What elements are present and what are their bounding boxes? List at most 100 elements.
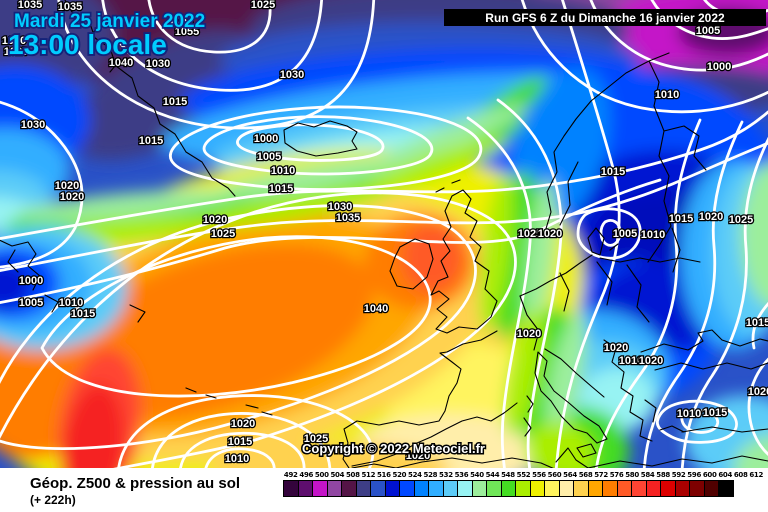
legend-swatch — [545, 480, 560, 497]
pressure-label: 1020 — [639, 355, 663, 367]
legend-value: 496 — [299, 471, 314, 479]
legend-swatch — [327, 480, 343, 497]
legend-swatch — [472, 480, 488, 497]
pressure-label: 1020 — [203, 214, 227, 226]
pressure-label: 1020 — [60, 191, 84, 203]
pressure-label: 1010 — [619, 355, 643, 367]
legend-value: 524 — [408, 471, 422, 479]
pressure-label: 1025 — [304, 433, 328, 445]
legend-value: 584 — [640, 471, 655, 479]
legend-value: 568 — [578, 471, 593, 479]
legend-swatch — [559, 480, 575, 497]
run-info-text: Run GFS 6 Z du Dimanche 16 janvier 2022 — [485, 11, 725, 25]
pressure-label: 1010 — [677, 408, 701, 420]
legend-swatch — [400, 480, 415, 497]
legend-swatch — [501, 480, 517, 497]
legend-swatch — [283, 480, 299, 497]
legend-swatch — [356, 480, 372, 497]
isobar-contours — [0, 0, 768, 468]
legend-value: 596 — [687, 471, 702, 479]
legend-swatch — [588, 480, 604, 497]
legend-value: 576 — [609, 471, 624, 479]
legend-swatch — [342, 480, 357, 497]
pressure-label: 1020 — [748, 386, 768, 398]
legend-swatches — [283, 480, 765, 497]
legend-value: 500 — [314, 471, 329, 479]
pressure-label: 1035 — [18, 0, 42, 11]
legend-swatch — [690, 480, 705, 497]
legend-value: 572 — [594, 471, 608, 479]
legend-swatch — [429, 480, 444, 497]
pressure-label: 1050 — [169, 15, 193, 27]
pressure-label: 1005 — [696, 25, 720, 37]
legend-swatch — [414, 480, 430, 497]
legend-value: 592 — [671, 471, 686, 479]
legend-value: 532 — [439, 471, 453, 479]
pressure-label: 1020 — [55, 180, 79, 192]
legend-value: 520 — [392, 471, 407, 479]
legend-value: 552 — [516, 471, 531, 479]
pressure-label: 1035 — [58, 1, 82, 13]
pressure-label: 1020 — [517, 328, 541, 340]
pressure-label: 1020 — [604, 342, 628, 354]
pressure-label: 1025 — [4, 46, 28, 58]
legend-value: 612 — [749, 471, 764, 479]
coastlines — [0, 0, 768, 468]
legend-value: 540 — [470, 471, 484, 479]
pressure-label: 1010 — [271, 165, 295, 177]
pressure-label: 1020 — [538, 228, 562, 240]
legend-value: 512 — [361, 471, 376, 479]
pressure-label: 1015 — [228, 436, 252, 448]
date-overlay: Mardi 25 janvier 2022 13:00 locale — [6, 9, 207, 62]
legend-swatch — [313, 480, 328, 497]
pressure-label: 1015 — [746, 317, 768, 329]
legend-swatch — [371, 480, 386, 497]
legend-swatch — [530, 480, 546, 497]
legend-value: 588 — [656, 471, 670, 479]
legend-swatch — [603, 480, 618, 497]
pressure-label: 1005 — [613, 228, 637, 240]
pressure-label: 1015 — [71, 308, 95, 320]
legend-values: 492 496 500 504 508 512 516 520 524 528 532 536 540 5… — [283, 471, 765, 479]
forecast-hour: (+ 222h) — [30, 493, 76, 507]
legend-swatch — [385, 480, 401, 497]
pressure-label: 1025 — [251, 0, 275, 11]
caption-bar: Géop. Z500 & pression au sol (+ 222h) 49… — [0, 468, 768, 512]
pressure-label: 1040 — [109, 57, 133, 69]
pressure-label: 1030 — [280, 69, 304, 81]
pressure-label: 1005 — [19, 297, 43, 309]
legend-value: 600 — [702, 471, 717, 479]
legend-swatch — [646, 480, 662, 497]
pressure-label: 1020 — [231, 418, 255, 430]
legend-swatch — [661, 480, 676, 497]
pressure-label: 1015 — [703, 407, 727, 419]
legend-value: 536 — [454, 471, 469, 479]
color-scale-legend: 492 496 500 504 508 512 516 520 524 528 532 536 540 5… — [283, 471, 765, 497]
legend-swatch — [704, 480, 720, 497]
pressure-label: 1030 — [21, 119, 45, 131]
pressure-label: 1040 — [364, 303, 388, 315]
legend-value: 608 — [733, 471, 748, 479]
weather-map: 1035 1035 1025 1050 1055 1040 1025 1040 1030 1030… — [0, 0, 768, 468]
map-title: Géop. Z500 & pression au sol — [30, 475, 241, 492]
legend-swatch — [574, 480, 589, 497]
legend-swatch — [298, 480, 314, 497]
legend-swatch — [458, 480, 473, 497]
pressure-label: 1040 — [2, 35, 26, 47]
pressure-label: 1015 — [601, 166, 625, 178]
pressure-label: 1015 — [163, 96, 187, 108]
legend-value: 492 — [283, 471, 298, 479]
pressure-label: 1000 — [707, 61, 731, 73]
legend-swatch — [617, 480, 633, 497]
legend-value: 560 — [547, 471, 562, 479]
legend-swatch — [516, 480, 531, 497]
legend-swatch — [632, 480, 647, 497]
pressure-label: 1000 — [19, 275, 43, 287]
legend-value: 504 — [330, 471, 345, 479]
pressure-label: 1035 — [336, 212, 360, 224]
legend-value: 544 — [485, 471, 500, 479]
copyright-text: Copyright © 2022 Meteociel.fr — [302, 441, 485, 456]
